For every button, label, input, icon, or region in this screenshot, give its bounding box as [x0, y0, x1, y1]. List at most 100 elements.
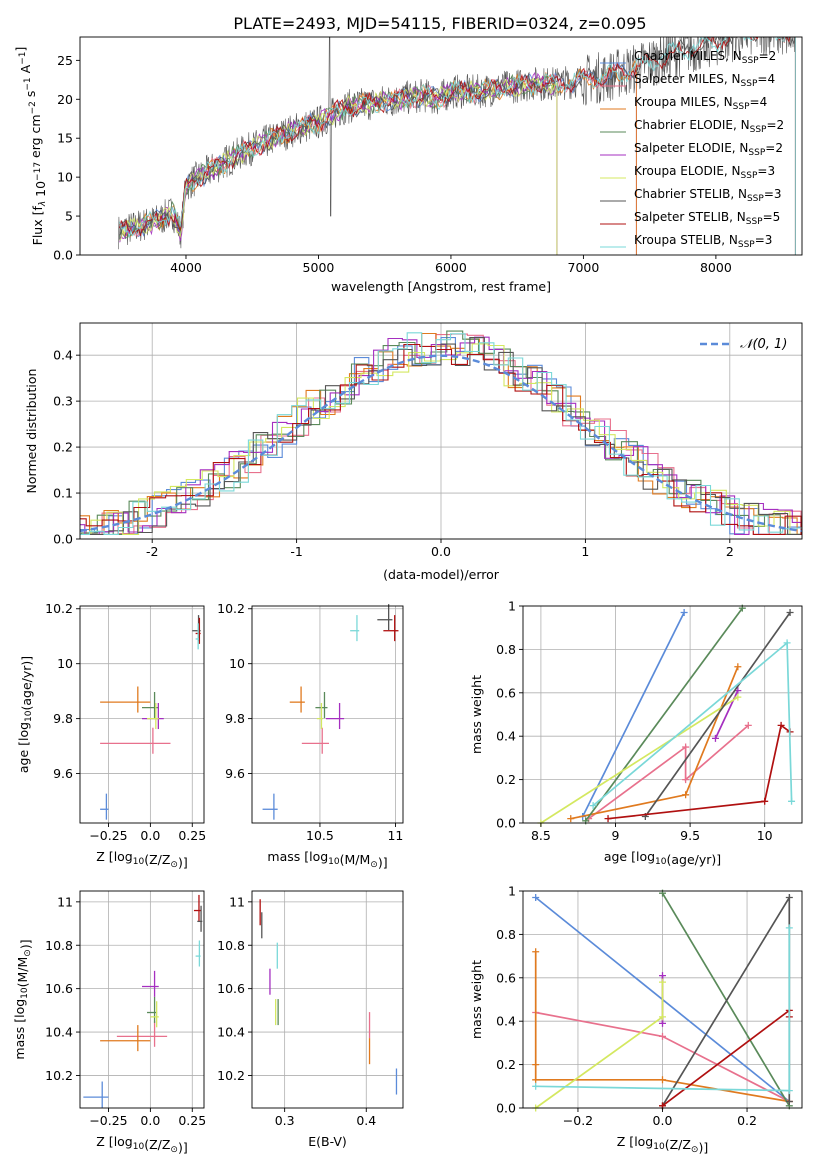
y-tick-label: 10.2	[217, 1068, 245, 1083]
mass-weight-point	[532, 1076, 540, 1084]
residual-histogram-1	[80, 333, 802, 535]
label-part: mass [	[12, 1018, 27, 1060]
mass-weight-point	[680, 609, 688, 617]
label-part: (age/yr)]	[666, 852, 721, 867]
x-tick-label: 0.0	[140, 1113, 160, 1128]
x-tick-label: 5000	[303, 260, 335, 275]
y-tick-label: 1	[508, 599, 516, 614]
x-tick-label: 0.25	[178, 1113, 206, 1128]
label-part: 10	[653, 1142, 665, 1152]
x-tick-label: 8.5	[531, 828, 551, 843]
x-tick-label: 10.5	[306, 828, 334, 843]
x-tick-label: 7000	[568, 260, 600, 275]
mass-weight-point	[777, 721, 785, 729]
legend-label: Salpeter ELODIE, NSSP=2	[634, 141, 783, 158]
legend-label: Chabrier STELIB, NSSP=3	[634, 187, 782, 204]
mass-weight-point	[567, 815, 575, 823]
model-spectrum-line	[119, 37, 796, 255]
mass-weight-point	[659, 972, 666, 980]
mass-weight-line	[644, 612, 791, 817]
y-axis-label: Normed distribution	[24, 369, 39, 494]
residual-histogram-7	[80, 343, 802, 535]
y-axis-label: mass weight	[469, 960, 484, 1039]
residual-histogram-8	[80, 332, 802, 535]
x-axis-label: (data-model)/error	[383, 567, 500, 582]
label-part: (data-model)/error	[383, 567, 500, 582]
x-tick-label: -1	[290, 544, 302, 559]
normal-reference-curve	[80, 354, 802, 533]
x-tick-label: 0.4	[356, 1113, 376, 1128]
x-tick-label: 0.2	[737, 1113, 757, 1128]
mass-weight-line	[588, 724, 749, 820]
label-part: )]	[178, 855, 188, 870]
y-tick-label: 0.3	[53, 394, 73, 409]
label-part: log	[634, 1134, 653, 1149]
label-part: =2	[766, 118, 784, 132]
label-part: Chabrier ELODIE, N	[634, 118, 750, 132]
spectrum-panel: 4000 5000 6000 7000 8000 0.0 5 10 15 20 25 waveleng…	[13, 36, 803, 294]
residual-histogram-3	[80, 330, 802, 535]
y-tick-label: 0.0	[496, 816, 516, 831]
y-tick-label: 10.4	[45, 1025, 73, 1040]
label-part: =3	[755, 233, 773, 247]
model-spectrum-line	[119, 73, 558, 255]
x-tick-label: 10	[757, 828, 773, 843]
label-part: Kroupa ELODIE, N	[634, 164, 741, 178]
y-tick-label: 0.6	[496, 685, 516, 700]
label-part: =3	[764, 187, 782, 201]
y-tick-label: 11	[229, 894, 245, 909]
label-part: age [	[16, 741, 31, 773]
y-tick-label: 9.8	[225, 711, 245, 726]
y-tick-label: 15	[57, 131, 73, 146]
y-tick-label: 10	[57, 170, 73, 185]
label-part: ⊙	[23, 949, 33, 957]
legend-label: Kroupa STELIB, NSSP=3	[634, 233, 772, 250]
y-tick-label: 0.8	[496, 642, 516, 657]
label-part: −2	[28, 101, 38, 114]
mass-weight-point	[659, 1013, 666, 1021]
label-part: erg cm	[28, 114, 43, 162]
x-tick-label: 0.25	[178, 828, 206, 843]
label-part: log	[12, 999, 27, 1018]
label-part: SSP	[733, 102, 750, 112]
mass-weight-point	[532, 1061, 540, 1069]
label-part: Z [	[96, 849, 113, 864]
label-part: 10	[20, 987, 30, 999]
y-tick-label: 9.6	[53, 766, 73, 781]
mass-weight-point	[532, 948, 540, 956]
label-part: SSP	[742, 56, 759, 66]
plot-frame	[251, 605, 404, 824]
label-part: Z [	[96, 1134, 113, 1149]
label-part: ⊙	[691, 1145, 699, 1155]
x-tick-label: 2	[726, 544, 734, 559]
figure-title: PLATE=2493, MJD=54115, FIBERID=0324, z=0…	[233, 14, 646, 33]
mass-weight-line	[592, 641, 793, 807]
y-tick-label: 25	[57, 53, 73, 68]
label-part: log	[309, 849, 328, 864]
label-part: Normed distribution	[24, 369, 39, 494]
residual-histogram-5	[80, 343, 802, 535]
x-tick-label: 9.5	[680, 828, 700, 843]
spectrum-lines	[118, 37, 796, 255]
legend-label: Kroupa ELODIE, NSSP=3	[634, 164, 775, 181]
x-tick-label: -2	[146, 544, 158, 559]
y-tick-label: 10.2	[217, 601, 245, 616]
label-part: 10	[133, 857, 145, 867]
plot-frame	[79, 36, 803, 256]
y-tick-label: 9.6	[225, 766, 245, 781]
label-part: Chabrier MILES, N	[634, 49, 742, 63]
y-tick-label: 0.1	[53, 486, 73, 501]
legend-label: Chabrier ELODIE, NSSP=2	[634, 118, 784, 135]
plot-frame	[79, 890, 205, 1109]
label-part: SSP	[750, 125, 767, 135]
label-part: )]	[698, 1140, 708, 1155]
x-tick-label: 4000	[170, 260, 202, 275]
x-axis-label: Z [log10(Z/Z⊙)]	[96, 1134, 187, 1155]
label-part: mass weight	[469, 675, 484, 754]
label-part: ⊙	[170, 1145, 178, 1155]
x-tick-label: 8000	[700, 260, 732, 275]
mass-weight-point	[659, 1019, 666, 1027]
y-tick-label: 0.0	[53, 532, 73, 547]
label-part: Salpeter ELODIE, N	[634, 141, 748, 155]
label-part: SSP	[738, 240, 755, 250]
